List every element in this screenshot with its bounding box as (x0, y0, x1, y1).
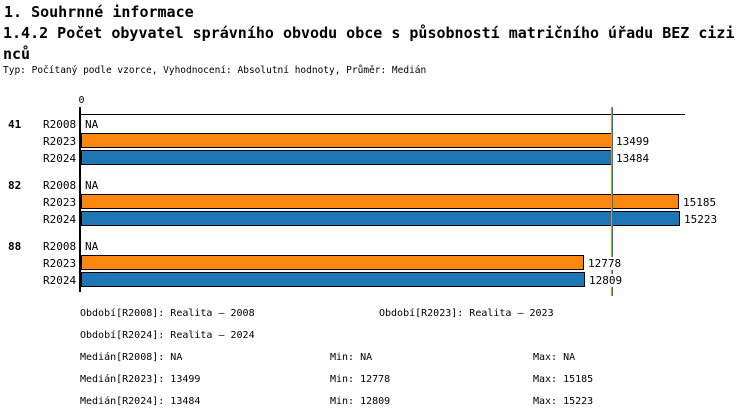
chart-title: 1.4.2 Počet obyvatel správního obvodu ob… (3, 24, 735, 63)
median-line-r2024 (612, 107, 613, 296)
bar-r2024 (81, 211, 680, 226)
series-row-label: R2024 (43, 274, 77, 287)
bar-chart: 0 41 R2008 NA R2023 13499 R2024 13484 82 R2008 NA… (8, 95, 718, 296)
category-label: 82 (8, 179, 22, 192)
category-label: 88 (8, 240, 22, 253)
report-section-title: 1. Souhrnné informace (4, 3, 194, 21)
bar-value-label: 15185 (683, 196, 717, 209)
stat-median-r2023: Medián[R2023]: 13499 (80, 374, 201, 385)
chart-meta-info: Typ: Počítaný podle vzorce, Vyhodnocení:… (3, 65, 427, 76)
series-row-label: R2024 (43, 152, 77, 165)
legend-item-r2023: Období[R2023]: Realita – 2023 (379, 308, 554, 319)
series-row-label: R2023 (43, 257, 77, 270)
bar-value-label: 12778 (588, 257, 622, 270)
na-value-label: NA (85, 240, 99, 253)
legend-item-r2008: Období[R2008]: Realita – 2008 (80, 308, 255, 319)
stat-max-r2008: Max: NA (533, 352, 576, 363)
bar-r2023 (81, 194, 679, 209)
bar-r2024 (81, 150, 612, 165)
stat-median-r2024: Medián[R2024]: 13484 (80, 396, 201, 407)
series-row-label: R2023 (43, 135, 77, 148)
series-row-label: R2008 (43, 240, 77, 253)
stat-max-r2024: Max: 15223 (533, 396, 594, 407)
y-axis-line (79, 107, 81, 292)
series-row-label: R2024 (43, 213, 77, 226)
bar-value-label: 13484 (616, 152, 650, 165)
series-row-label: R2008 (43, 118, 77, 131)
legend-item-r2024: Období[R2024]: Realita – 2024 (80, 330, 255, 341)
bar-r2024 (81, 272, 585, 287)
bar-value-label: 13499 (616, 135, 650, 148)
x-axis-top-line (81, 114, 685, 115)
stat-min-r2008: Min: NA (330, 352, 373, 363)
na-value-label: NA (85, 118, 99, 131)
bar-r2023 (81, 133, 612, 148)
stat-min-r2023: Min: 12778 (330, 374, 391, 385)
x-axis-origin-label: 0 (78, 95, 85, 106)
series-row-label: R2008 (43, 179, 77, 192)
na-value-label: NA (85, 179, 99, 192)
stat-max-r2023: Max: 15185 (533, 374, 594, 385)
bar-r2023 (81, 255, 584, 270)
category-label: 41 (8, 118, 22, 131)
stat-median-r2008: Medián[R2008]: NA (80, 352, 183, 363)
bar-value-label: 15223 (684, 213, 718, 226)
bar-value-label: 12809 (589, 274, 623, 287)
series-row-label: R2023 (43, 196, 77, 209)
stat-min-r2024: Min: 12809 (330, 396, 391, 407)
median-line-r2023 (611, 107, 612, 296)
